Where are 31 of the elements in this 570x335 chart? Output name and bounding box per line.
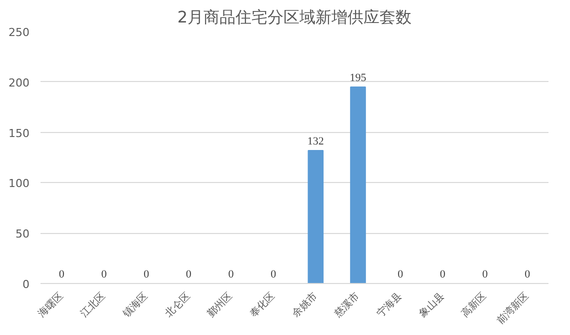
x-tick-label: 江北区: [78, 290, 108, 320]
data-label: 0: [270, 268, 277, 280]
x-tick-label: 前湾新区: [494, 290, 532, 327]
y-tick-label: 200: [8, 76, 30, 90]
x-tick-label: 镇海区: [120, 290, 150, 320]
x-tick-label: 宁海县: [374, 290, 404, 320]
y-tick-label: 100: [8, 177, 30, 190]
data-label: 0: [58, 268, 65, 280]
x-tick-label: 慈溪市: [331, 290, 362, 320]
data-label: 0: [186, 268, 192, 280]
data-label: 0: [398, 268, 404, 280]
y-tick-label: 0: [22, 278, 30, 291]
x-tick-label: 高新区: [459, 290, 489, 320]
data-label: 195: [350, 72, 367, 84]
data-label: 132: [307, 135, 324, 148]
x-tick-label: 奉化区: [248, 290, 278, 320]
x-tick-label: 海曙区: [36, 290, 66, 320]
y-tick-label: 150: [8, 126, 30, 140]
y-tick-label: 50: [16, 228, 30, 241]
data-label: 0: [482, 268, 488, 280]
x-tick-label: 象山县: [416, 290, 447, 320]
data-label: 0: [228, 268, 234, 280]
x-tick-label: 北仑区: [162, 290, 193, 320]
y-tick-label: 250: [8, 26, 30, 39]
x-tick-label: 鄞州区: [205, 290, 235, 320]
data-label: 0: [524, 268, 531, 280]
x-tick-label: 余姚市: [290, 290, 320, 320]
data-label: 0: [440, 268, 446, 280]
data-label: 0: [144, 268, 150, 280]
chart-title: 2月商品住宅分区域新增供应套数: [177, 8, 412, 26]
data-label: 0: [101, 268, 108, 280]
